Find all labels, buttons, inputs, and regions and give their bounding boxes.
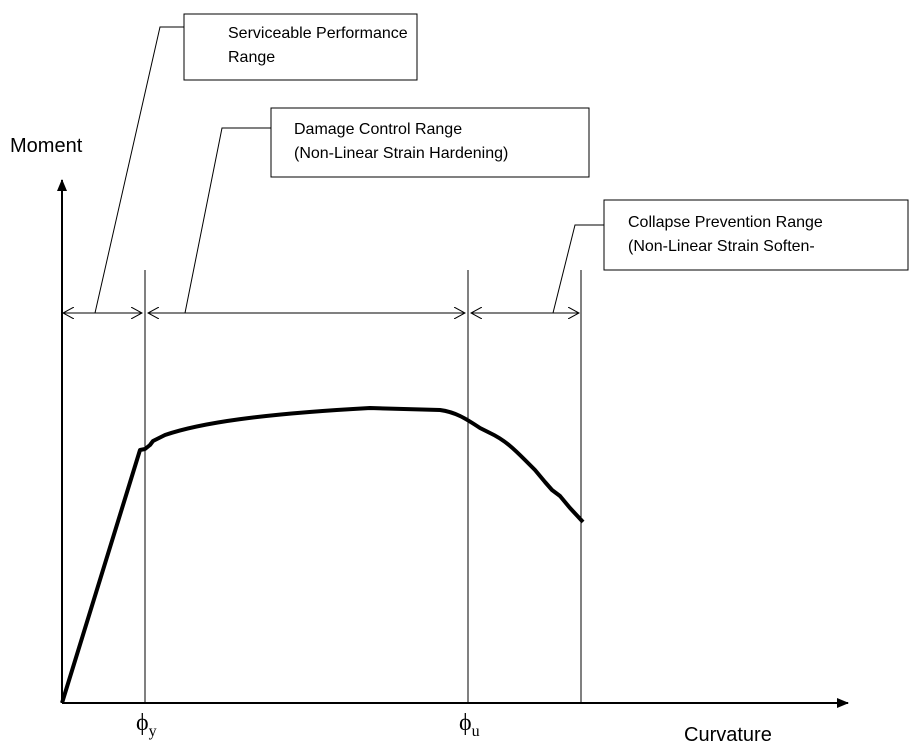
leader-line [184,127,271,314]
phi-symbol: ϕ [459,710,472,736]
box-line: (Non-Linear Strain Soften- [628,238,815,255]
phi-y: ϕy [136,710,157,740]
x-axis-label: Curvature [684,724,772,744]
phi-u: ϕu [459,710,480,740]
label-box: Collapse Prevention Range (Non-Linear St… [603,199,909,271]
leaders [94,26,604,314]
phi-subscript: y [149,723,157,740]
y-axis-label: Moment [10,135,83,157]
box-line: Range [228,49,275,66]
box-line: Serviceable Performance [228,25,408,42]
label-box: Serviceable Performance Range [183,13,418,81]
moment-curvature-curve [60,406,585,704]
phi-subscript: u [472,723,480,740]
box-line: Collapse Prevention Range [628,214,823,231]
phi-symbol: ϕ [136,710,149,736]
range-lines [144,270,582,703]
box-line: (Non-Linear Strain Hardening) [294,145,508,162]
leader-line [552,224,604,314]
label-box: Damage Control Range (Non-Linear Strain … [270,107,590,178]
box-frame [183,13,418,81]
box-frame [270,107,590,178]
box-frame [603,199,909,271]
leader-line [94,26,184,314]
box-line: Damage Control Range [294,121,462,138]
